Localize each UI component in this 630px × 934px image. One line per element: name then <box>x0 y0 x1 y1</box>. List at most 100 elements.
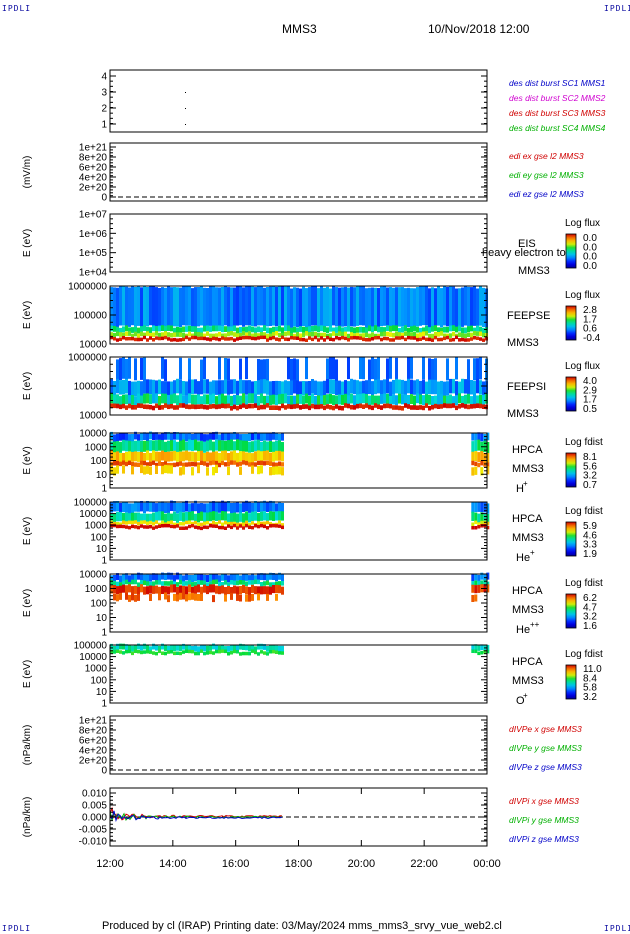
spectrogram-cell <box>245 581 248 586</box>
spectrogram-cell <box>155 585 158 594</box>
spectrogram-cell <box>209 581 212 586</box>
spectrogram-cell <box>458 393 461 404</box>
spectrogram-cell <box>191 434 194 442</box>
spectrogram-cell <box>263 325 266 331</box>
spectrogram-cell <box>131 520 134 525</box>
spectrogram-cell <box>425 381 428 397</box>
spectrogram-cell <box>477 522 481 526</box>
spectrogram-cell <box>302 404 305 409</box>
spectrogram-cell <box>275 650 278 654</box>
spectrogram-cell <box>443 333 446 339</box>
spectrogram-cell <box>167 523 170 528</box>
spectrogram-cell <box>227 586 230 595</box>
spectrogram-cell <box>248 645 251 652</box>
spectrogram-cell <box>236 526 239 530</box>
spectrogram-cell <box>446 395 449 406</box>
spectrogram-cell <box>356 286 359 326</box>
spectrogram-cell <box>392 332 395 338</box>
spectrogram-cell <box>239 379 242 394</box>
spectrogram-cell <box>146 501 149 512</box>
colorbar-tick-label: 4.6 <box>583 530 597 541</box>
spectrogram-cell <box>242 440 245 452</box>
spectrogram-cell <box>131 381 134 397</box>
spectrogram-cell <box>338 380 341 396</box>
spectrogram-cell <box>344 380 347 395</box>
spectrogram-cell <box>464 379 467 394</box>
spectrogram-cell <box>251 336 254 341</box>
spectrogram-cell <box>467 393 470 404</box>
spectrogram-cell <box>377 335 380 340</box>
spectrogram-cell <box>486 584 490 593</box>
spectrogram-cell <box>128 575 131 583</box>
xtick-label: 14:00 <box>159 858 187 870</box>
spectrogram-cell <box>164 432 167 440</box>
spectrogram-cell <box>287 395 290 406</box>
spectrogram-cell <box>179 522 182 526</box>
burst-mark <box>185 108 186 109</box>
spectrogram-cell <box>119 404 122 410</box>
spectrogram-cell <box>275 395 278 405</box>
spectrogram-cell <box>215 579 218 585</box>
spectrogram-cell <box>224 511 227 521</box>
spectrogram-cell <box>164 393 167 404</box>
spectrogram-cell <box>224 450 227 461</box>
spectrogram-cell <box>185 649 188 653</box>
spectrogram-cell <box>182 326 185 333</box>
spectrogram-cell <box>200 327 203 334</box>
spectrogram-cell <box>170 462 173 468</box>
spectrogram-cell <box>119 286 122 326</box>
spectrogram-cell <box>486 513 490 524</box>
spectrogram-cell <box>188 286 191 326</box>
ytick-label: 100000 <box>74 311 108 322</box>
colorbar <box>565 233 577 269</box>
colorbar-tick-label: 2.9 <box>583 385 597 396</box>
spectrogram-cell <box>269 467 272 476</box>
spectrogram-cell <box>215 287 218 327</box>
spectrogram-cell <box>212 584 215 593</box>
spectrogram-cell <box>188 649 191 654</box>
spectrogram-cell <box>206 467 209 476</box>
spectrogram-cell <box>407 332 410 337</box>
spectrogram-cell <box>215 404 218 410</box>
spectrogram-cell <box>260 460 263 465</box>
spectrogram-cell <box>266 460 269 465</box>
spectrogram-cell <box>471 595 475 602</box>
spectrogram-cell <box>254 432 257 440</box>
spectrogram-cell <box>335 287 338 327</box>
colorbar-tick-label: 4.0 <box>583 376 597 387</box>
spectrogram-cell <box>134 405 137 410</box>
spectrogram-cell <box>206 503 209 514</box>
spectrogram-cell <box>242 651 245 656</box>
spectrogram-cell <box>155 393 158 404</box>
spectrogram-cell <box>266 501 269 512</box>
spectrogram-cell <box>167 404 170 410</box>
spectrogram-cell <box>119 327 122 334</box>
spectrogram-cell <box>119 358 122 381</box>
colorbar-tick-label: 1.6 <box>583 621 597 632</box>
ylabel: (mV/m) <box>22 156 33 189</box>
spectrogram-cell <box>143 525 146 529</box>
spectrogram-cell <box>440 404 443 409</box>
spectrogram-cell <box>386 378 389 394</box>
spectrogram-cell <box>236 337 239 341</box>
spectrogram-cell <box>266 512 269 523</box>
spectrogram-cell <box>110 465 113 474</box>
spectrogram-cell <box>395 331 398 337</box>
spectrogram-cell <box>257 524 260 529</box>
spectrogram-cell <box>179 403 182 408</box>
spectrogram-cell <box>428 288 431 328</box>
spectrogram-cell <box>155 326 158 332</box>
spectrogram-cell <box>260 335 263 340</box>
spectrogram-cell <box>140 326 143 332</box>
spectrogram-cell <box>275 511 278 521</box>
spectrogram-cell <box>320 325 323 332</box>
spectrogram-cell <box>161 332 164 337</box>
spectrogram-cell <box>125 579 128 585</box>
spectrogram-cell <box>326 379 329 394</box>
spectrogram-cell <box>188 379 191 395</box>
spectrogram-cell <box>338 325 341 332</box>
spectrogram-cell <box>203 336 206 341</box>
spectrogram-cell <box>251 441 254 453</box>
